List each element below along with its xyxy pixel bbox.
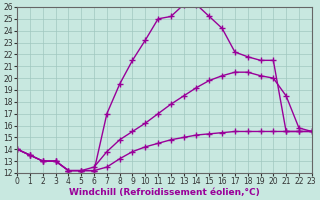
X-axis label: Windchill (Refroidissement éolien,°C): Windchill (Refroidissement éolien,°C) — [69, 188, 260, 197]
